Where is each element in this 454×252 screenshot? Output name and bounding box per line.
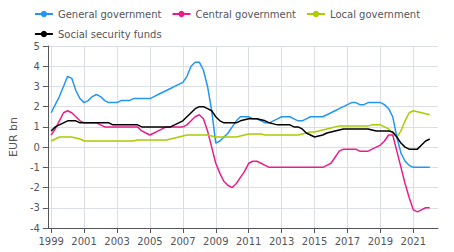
svg-text:2009: 2009 <box>203 236 228 247</box>
svg-text:2001: 2001 <box>71 236 96 247</box>
svg-text:-3: -3 <box>30 202 40 213</box>
svg-text:2015: 2015 <box>302 236 327 247</box>
svg-text:1999: 1999 <box>38 236 63 247</box>
svg-text:0: 0 <box>33 142 39 153</box>
svg-text:2005: 2005 <box>137 236 162 247</box>
svg-text:2017: 2017 <box>335 236 360 247</box>
svg-text:-2: -2 <box>30 182 40 193</box>
svg-text:Social security funds: Social security funds <box>58 29 162 40</box>
svg-text:EUR bn: EUR bn <box>7 117 20 157</box>
svg-text:2007: 2007 <box>170 236 195 247</box>
svg-text:1: 1 <box>33 121 39 132</box>
svg-text:Central government: Central government <box>195 9 296 20</box>
svg-text:2003: 2003 <box>104 236 129 247</box>
svg-text:4: 4 <box>33 61 39 72</box>
svg-text:General government: General government <box>58 9 162 20</box>
svg-text:Local government: Local government <box>330 9 420 20</box>
svg-text:2011: 2011 <box>236 236 261 247</box>
svg-text:2019: 2019 <box>368 236 393 247</box>
svg-text:2013: 2013 <box>269 236 294 247</box>
svg-text:-4: -4 <box>30 223 40 234</box>
svg-text:5: 5 <box>33 41 39 52</box>
svg-text:2: 2 <box>33 101 39 112</box>
svg-text:3: 3 <box>33 81 39 92</box>
svg-text:2021: 2021 <box>401 236 426 247</box>
svg-text:-1: -1 <box>30 162 40 173</box>
